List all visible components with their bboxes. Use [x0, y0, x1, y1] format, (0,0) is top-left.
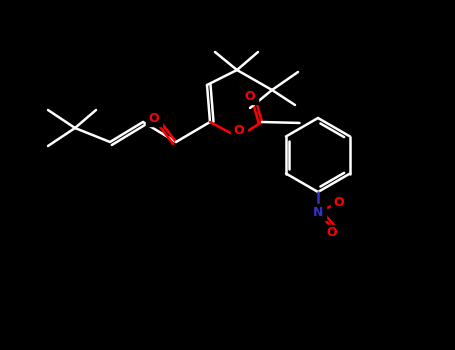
Text: O: O: [149, 112, 159, 125]
Text: O: O: [327, 226, 337, 239]
Text: O: O: [245, 90, 255, 103]
Text: O: O: [234, 125, 244, 138]
Text: O: O: [334, 196, 344, 210]
Text: N: N: [313, 205, 323, 218]
